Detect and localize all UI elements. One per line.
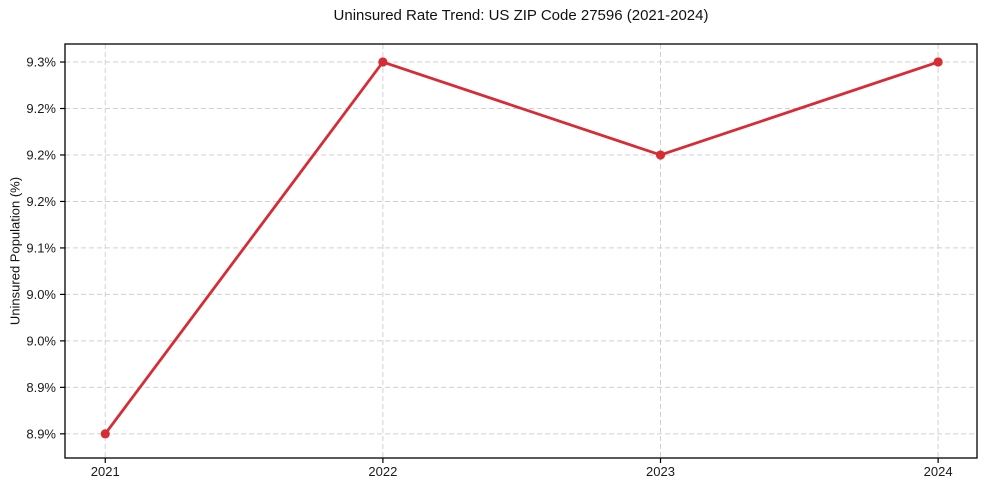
y-tick-label: 8.9% xyxy=(26,380,56,395)
data-point-marker xyxy=(933,57,943,67)
y-tick-label: 9.2% xyxy=(26,101,56,116)
trend-line xyxy=(103,60,940,436)
x-tick-label: 2022 xyxy=(368,464,397,479)
y-tick-label: 9.2% xyxy=(26,147,56,162)
y-tick-label: 9.2% xyxy=(26,194,56,209)
gridlines-group xyxy=(65,44,977,458)
x-tick-label: 2024 xyxy=(924,464,953,479)
data-point-marker xyxy=(378,57,388,67)
data-point-marker xyxy=(655,150,666,160)
data-point-marker xyxy=(100,429,110,439)
y-tick-label: 9.0% xyxy=(26,287,56,302)
tick-marks-group xyxy=(60,61,939,463)
tick-labels-group: 2021 2022 2023 2024 8.9% 8.9% 9.0% 9.0% 9.1% 9.2%… xyxy=(26,55,952,479)
axes-frame xyxy=(64,43,978,459)
chart-title: Uninsured Rate Trend: US ZIP Code 27596 … xyxy=(333,7,709,24)
y-tick-label: 8.9% xyxy=(26,426,56,441)
data-series-group xyxy=(100,57,943,439)
y-tick-label: 9.0% xyxy=(26,333,56,348)
y-tick-label: 9.3% xyxy=(26,55,56,70)
y-tick-label: 9.1% xyxy=(26,240,56,255)
x-tick-label: 2023 xyxy=(646,464,675,479)
x-tick-label: 2021 xyxy=(91,464,120,479)
